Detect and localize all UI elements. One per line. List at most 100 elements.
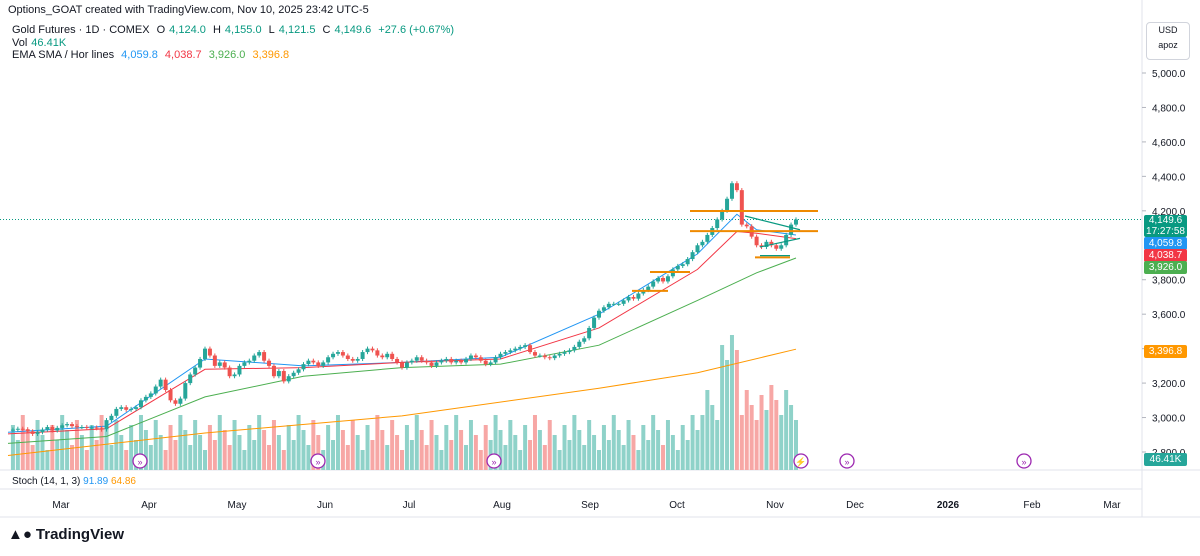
volume-bar (286, 425, 291, 470)
volume-bar (188, 445, 193, 470)
tradingview-logo[interactable]: ▲● TradingView (8, 526, 124, 543)
close-label: C (322, 24, 331, 36)
candle-body (267, 360, 272, 366)
volume-bar (749, 405, 754, 470)
candle-body (537, 355, 542, 357)
volume-bar (503, 445, 508, 470)
volume-bar (468, 420, 473, 470)
close-value: 4,149.6 (334, 24, 372, 36)
volume-bar (680, 425, 685, 470)
volume-bar (774, 400, 779, 470)
volume-bar (582, 445, 587, 470)
volume-bar (395, 435, 400, 470)
volume-bar (636, 450, 641, 470)
volume-bar (129, 425, 134, 470)
candle-body (631, 296, 636, 299)
axis-mode-label: apoz (1158, 40, 1178, 50)
volume-bar (483, 425, 488, 470)
triangle-pattern (744, 215, 801, 257)
ma-line-2 (7, 230, 797, 435)
candle-body (25, 429, 30, 432)
stoch-label: Stoch (14, 1, 3) (12, 476, 81, 487)
month-tick-label: Apr (141, 500, 157, 511)
lightning-icon: ⚡ (795, 456, 806, 468)
ma3-value: 3,926.0 (208, 49, 246, 61)
candle-body (385, 353, 390, 358)
volume-bar (65, 430, 70, 470)
volume-bar (35, 420, 40, 470)
volume-bar (523, 425, 528, 470)
candle-body (163, 379, 168, 390)
symbol-legend: Gold Futures · 1D · COMEX O 4,124.0 H 4,15… (12, 24, 462, 36)
candle-body (725, 198, 730, 211)
volume-bar (316, 435, 321, 470)
volume-bar (193, 420, 198, 470)
volume-bar (764, 410, 769, 470)
candle-body (636, 293, 641, 299)
month-tick-label: Feb (1023, 500, 1041, 511)
volume-bar (104, 430, 109, 470)
volume-bar (262, 430, 267, 470)
tradingview-logo-icon: ▲● (8, 526, 32, 543)
candle-body (562, 352, 567, 354)
candle-body (784, 234, 789, 246)
volume-bar (276, 435, 281, 470)
candle-body (15, 428, 20, 430)
volume-bar (656, 430, 661, 470)
candle-body (262, 352, 267, 361)
volume-bar (744, 390, 749, 470)
candle-body (247, 360, 252, 363)
currency-box[interactable]: USD apoz (1146, 22, 1190, 60)
volume-bar (227, 445, 232, 470)
volume-bar (498, 430, 503, 470)
candle-body (789, 224, 794, 235)
ohlc-values: O 4,124.0 H 4,155.0 L 4,121.5 C 4,149.6 +27.… (157, 24, 459, 36)
candle-body (74, 426, 79, 428)
candle-body (754, 236, 759, 246)
volume-bar (55, 440, 60, 470)
volume-bar (79, 435, 84, 470)
candle-body (779, 245, 784, 249)
volume-bar (350, 420, 355, 470)
volume-bar (439, 450, 444, 470)
volume-bar (739, 415, 744, 470)
candle-body (661, 278, 666, 282)
volume-bar (385, 445, 390, 470)
candle-body (493, 357, 498, 363)
candle-body (331, 353, 336, 358)
volume-bar (335, 415, 340, 470)
open-value: 4,124.0 (169, 24, 206, 36)
earnings-marker-icon (793, 453, 809, 469)
volume-bar (631, 435, 636, 470)
volume-bar (449, 440, 454, 470)
candle-body (473, 355, 478, 358)
price-tick-label: 5,000.0 (1152, 69, 1186, 80)
candle-body (198, 358, 203, 368)
volume-bar (661, 445, 666, 470)
candle-body (188, 374, 193, 384)
volume-bar (370, 440, 375, 470)
month-tick-label: May (228, 500, 247, 511)
volume-bar (40, 435, 45, 470)
volume-bar (784, 390, 789, 470)
volume-bar (532, 415, 537, 470)
candle-body (734, 183, 739, 191)
candle-body (79, 427, 84, 429)
candle-body (350, 358, 355, 361)
volume-bar (138, 415, 143, 470)
volume-bar (695, 430, 700, 470)
low-label: L (268, 24, 275, 36)
volume-bar (74, 420, 79, 470)
volume-bar (60, 415, 65, 470)
candle-body (651, 281, 656, 287)
volume-bar (178, 415, 183, 470)
candle-body (400, 362, 404, 368)
candle-body (744, 224, 749, 227)
volume-bar (153, 420, 158, 470)
volume-bar (203, 450, 207, 470)
volume-bar (562, 425, 567, 470)
volume-bar (89, 425, 94, 470)
volume-bar (552, 435, 557, 470)
ma-line-1 (7, 213, 797, 433)
